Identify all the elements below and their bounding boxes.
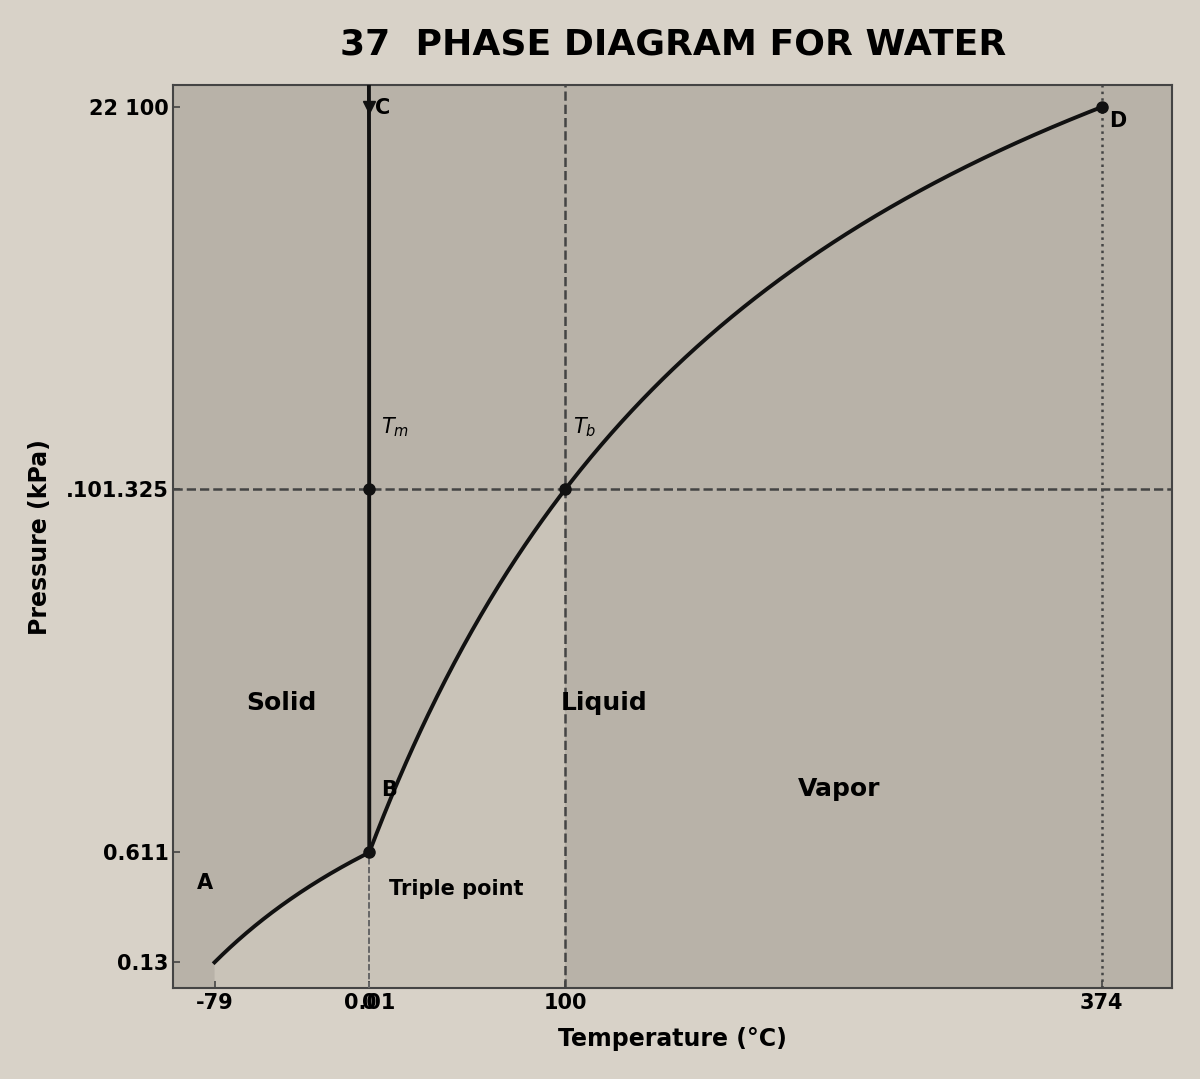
Text: $T_b$: $T_b$ <box>572 415 596 439</box>
Text: $T_m$: $T_m$ <box>382 415 409 439</box>
Text: B: B <box>382 780 397 801</box>
Y-axis label: Pressure (kPa): Pressure (kPa) <box>28 439 52 634</box>
Polygon shape <box>368 79 1102 852</box>
Text: Triple point: Triple point <box>389 879 523 899</box>
Text: Solid: Solid <box>246 692 317 715</box>
Text: A: A <box>197 873 212 893</box>
Text: D: D <box>1110 111 1127 132</box>
Text: Vapor: Vapor <box>798 777 881 801</box>
Text: Liquid: Liquid <box>560 692 648 715</box>
Polygon shape <box>565 79 1172 988</box>
Polygon shape <box>174 79 370 988</box>
Title: 37  PHASE DIAGRAM FOR WATER: 37 PHASE DIAGRAM FOR WATER <box>340 28 1006 62</box>
X-axis label: Temperature (°C): Temperature (°C) <box>558 1027 787 1051</box>
Text: C: C <box>374 98 390 118</box>
